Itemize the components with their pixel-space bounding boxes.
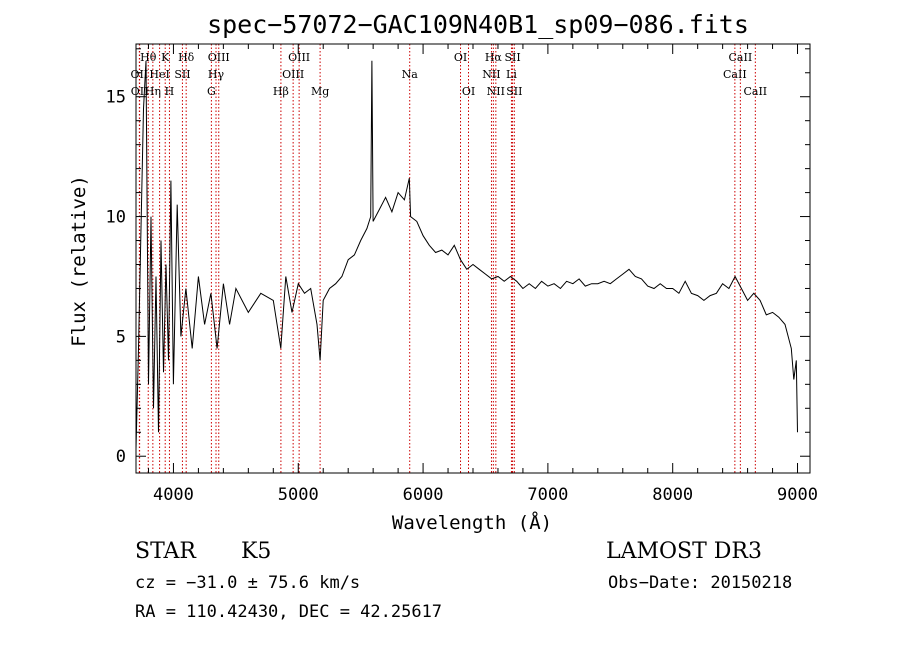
redshift-readout: cz = −31.0 ± 75.6 km/s [135, 573, 361, 593]
x-tick-label: 4000 [153, 485, 194, 505]
x-tick-label: 7000 [527, 485, 568, 505]
survey-label: LAMOST DR3 [606, 539, 762, 564]
class-label: STAR [135, 539, 196, 564]
line-label-6: Hα [485, 51, 503, 64]
subclass-label: K5 [241, 539, 272, 564]
y-tick-label: 15 [106, 88, 126, 108]
line-label-11: SII [174, 68, 190, 81]
line-label-20: H [165, 85, 175, 98]
x-tick-label: 9000 [777, 485, 818, 505]
line-label-12: Hγ [208, 68, 225, 81]
line-label-4: OIII [288, 51, 310, 64]
line-label-1: K [161, 51, 170, 64]
line-label-3: OIII [208, 51, 230, 64]
y-tick-label: 0 [116, 447, 126, 467]
line-label-19: Hη [145, 85, 161, 98]
line-label-23: Mg [311, 85, 329, 98]
x-tick-labels: 4000 5000 6000 7000 8000 9000 [153, 485, 818, 505]
obs-date-readout: Obs−Date: 20150218 [608, 573, 793, 593]
line-label-16: Li [506, 68, 517, 81]
line-label-15: NII [482, 68, 500, 81]
line-label-24: OI [462, 85, 475, 98]
line-label-17: CaII [723, 68, 747, 81]
line-label-0: Hθ [140, 51, 157, 64]
y-tick-label: 5 [116, 327, 126, 347]
emission-line-markers [138, 44, 756, 473]
x-tick-label: 5000 [278, 485, 319, 505]
line-label-22: Hβ [273, 85, 289, 98]
plot-frame [135, 43, 811, 474]
x-axis-label: Wavelength (Å) [392, 511, 552, 534]
x-tick-label: 6000 [403, 485, 444, 505]
spectrum-line [135, 60, 798, 450]
line-label-25: NII [487, 85, 505, 98]
line-label-10: HeI [149, 68, 169, 81]
line-label-21: G [207, 85, 216, 98]
line-label-14: Na [402, 68, 419, 81]
line-label-9: OII [131, 68, 149, 81]
line-label-26: SII [506, 85, 522, 98]
line-label-2: Hδ [178, 51, 195, 64]
coordinates-readout: RA = 110.42430, DEC = 42.25617 [135, 602, 443, 622]
line-label-13: OIII [282, 68, 304, 81]
chart-title: spec−57072−GAC109N40B1_sp09−086.fits [207, 10, 749, 39]
y-axis-label: Flux (relative) [68, 175, 90, 347]
line-label-5: OI [454, 51, 467, 64]
line-label-7: SII [504, 51, 520, 64]
line-label-27: CaII [743, 85, 767, 98]
x-tick-label: 8000 [652, 485, 693, 505]
line-label-8: CaII [729, 51, 753, 64]
y-tick-labels: 0 5 10 15 [106, 88, 126, 467]
plot-axes [135, 43, 811, 474]
y-tick-label: 10 [106, 208, 126, 228]
